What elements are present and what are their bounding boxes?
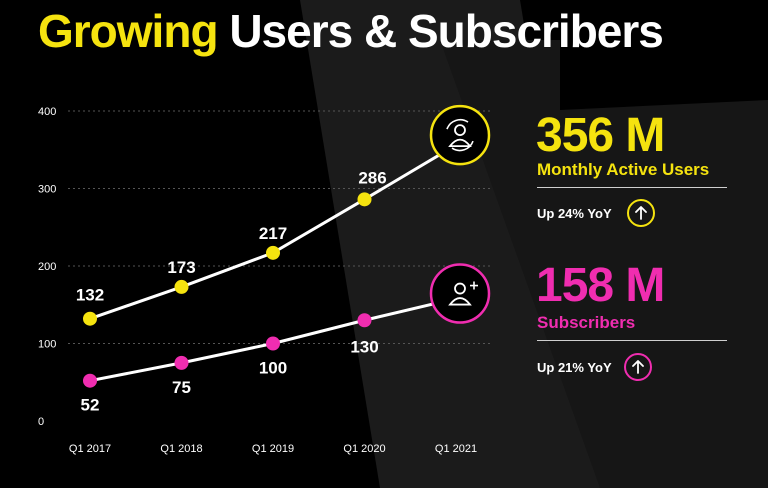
data-point <box>174 355 189 370</box>
y-tick-label: 300 <box>38 184 56 196</box>
page-title: Growing Users & Subscribers <box>38 4 664 58</box>
data-label: 52 <box>81 396 100 415</box>
x-tick-label: Q1 2017 <box>69 443 111 455</box>
background-shape <box>440 40 768 488</box>
mau-divider <box>537 187 727 188</box>
up-arrow-icon <box>627 199 655 227</box>
y-tick-label: 200 <box>38 261 56 273</box>
person-body <box>448 297 472 306</box>
data-point <box>266 245 280 260</box>
data-point <box>357 192 372 207</box>
title-rest: Users & Subscribers <box>229 5 664 57</box>
refresh-arc <box>451 140 474 152</box>
mau-value: 356 M <box>536 109 665 162</box>
subs-yoy: Up 21% YoY <box>537 360 612 375</box>
y-tick-label: 400 <box>38 106 56 118</box>
person-head <box>454 124 466 137</box>
data-point <box>83 311 97 326</box>
x-tick-label: Q1 2020 <box>343 443 385 455</box>
x-tick-label: Q1 2018 <box>160 443 202 455</box>
mau-label: Monthly Active Users <box>537 160 710 179</box>
data-point <box>357 313 372 328</box>
refresh-arc <box>446 118 469 130</box>
up-arrow-icon <box>624 353 652 381</box>
data-label: 75 <box>172 378 191 397</box>
plus-glyph <box>470 281 478 290</box>
data-point <box>174 279 189 294</box>
data-label: 286 <box>358 168 386 187</box>
data-label: 100 <box>259 359 287 378</box>
y-tick-label: 100 <box>38 339 56 351</box>
subs-value: 158 M <box>536 259 665 312</box>
subs-label: Subscribers <box>537 313 636 332</box>
x-tick-label: Q1 2019 <box>252 443 294 455</box>
mau-yoy: Up 24% YoY <box>537 206 612 221</box>
y-tick-label: 0 <box>38 416 44 428</box>
data-point <box>266 336 280 351</box>
data-label: 173 <box>167 258 195 277</box>
data-label: 217 <box>259 224 287 243</box>
data-label: 132 <box>76 286 104 305</box>
data-point <box>83 373 97 388</box>
title-highlight: Growing <box>38 5 219 57</box>
person-head <box>454 282 466 295</box>
subs-divider <box>537 340 727 341</box>
x-tick-label: Q1 2021 <box>435 443 477 455</box>
data-label: 130 <box>350 337 378 356</box>
